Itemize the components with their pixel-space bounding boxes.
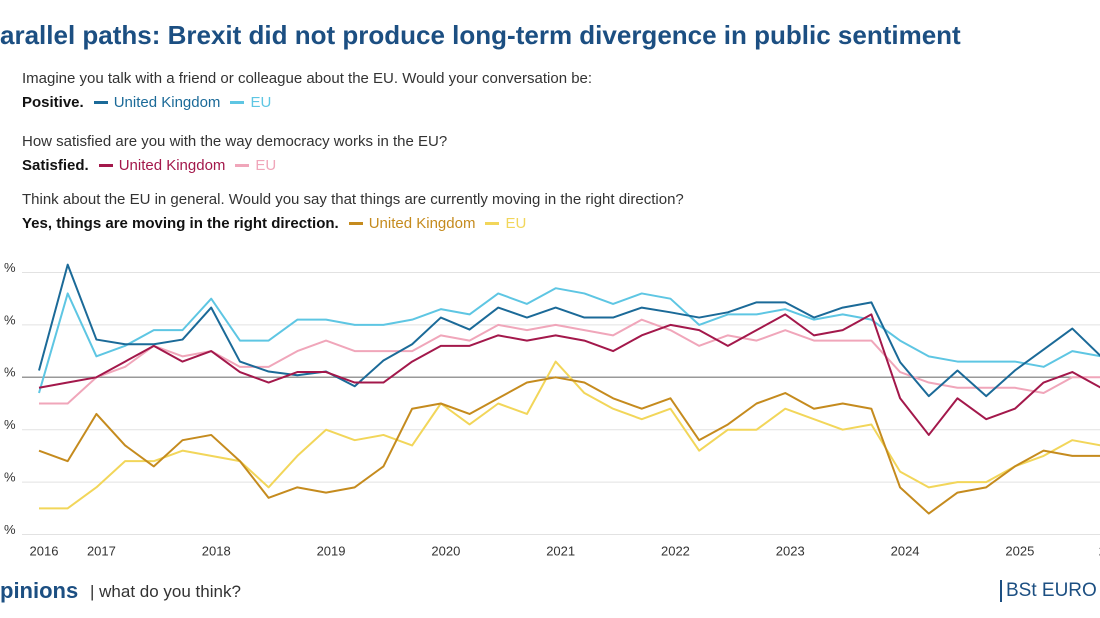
x-tick-label: 2023 — [776, 543, 805, 558]
series-line — [39, 360, 1100, 510]
legend-label: United Kingdom — [368, 215, 476, 232]
series-line — [39, 318, 1100, 405]
series-line — [38, 313, 1100, 436]
y-tick-label: % — [4, 470, 16, 485]
legend-answer: Positive. — [22, 94, 84, 111]
legend: Positive. United Kingdom EU — [22, 94, 271, 111]
series-line — [38, 287, 1100, 394]
x-tick-label: 2018 — [202, 543, 231, 558]
legend-question: How satisfied are you with the way democ… — [22, 133, 448, 150]
legend-label: United Kingdom — [118, 157, 226, 174]
legend-question: Imagine you talk with a friend or collea… — [22, 70, 593, 87]
tagline: | what do you think? — [90, 582, 241, 601]
y-tick-label: % — [4, 417, 16, 432]
x-tick-label: 2024 — [891, 543, 920, 558]
legend-item: United Kingdom — [98, 157, 226, 174]
legend-answer: Satisfied. — [22, 157, 89, 174]
legend-item: United Kingdom — [93, 94, 221, 111]
brand: pinions — [0, 578, 79, 603]
x-tick-label: 2025 — [1005, 543, 1034, 558]
series-line — [38, 263, 1100, 398]
legend-swatch — [485, 222, 500, 225]
x-tick-label: 2021 — [546, 543, 575, 558]
x-tick-label: 2022 — [661, 543, 690, 558]
x-tick-label: 20 — [1099, 543, 1100, 558]
legend-question: Think about the EU in general. Would you… — [22, 191, 684, 208]
x-tick-label: 2019 — [317, 543, 346, 558]
legend-item: EU — [235, 157, 276, 174]
y-tick-label: % — [4, 260, 16, 275]
legend-label: United Kingdom — [113, 94, 221, 111]
legend-label: EU — [505, 215, 527, 232]
x-tick-label: 2017 — [87, 543, 116, 558]
legend-answer: Yes, things are moving in the right dire… — [22, 215, 339, 232]
legend-swatch — [348, 222, 363, 225]
legend-item: EU — [485, 215, 526, 232]
x-tick-label: 2016 — [30, 543, 59, 558]
x-tick-label: 2020 — [431, 543, 460, 558]
legend: Satisfied. United Kingdom EU — [22, 157, 276, 174]
legend-swatch — [235, 164, 250, 167]
series-line — [38, 376, 1100, 515]
legend-item: United Kingdom — [348, 215, 476, 232]
logo: BSt EURO — [1000, 580, 1097, 602]
legend-label: EU — [255, 157, 277, 174]
legend-swatch — [230, 101, 245, 104]
legend: Yes, things are moving in the right dire… — [22, 215, 526, 232]
y-tick-label: % — [4, 365, 16, 380]
legend-label: EU — [250, 94, 272, 111]
y-tick-label: % — [4, 312, 16, 327]
legend-item: EU — [230, 94, 271, 111]
y-tick-label: % — [4, 522, 16, 537]
legend-swatch — [93, 101, 108, 104]
chart-title: arallel paths: Brexit did not produce lo… — [0, 20, 961, 50]
legend-swatch — [98, 164, 113, 167]
